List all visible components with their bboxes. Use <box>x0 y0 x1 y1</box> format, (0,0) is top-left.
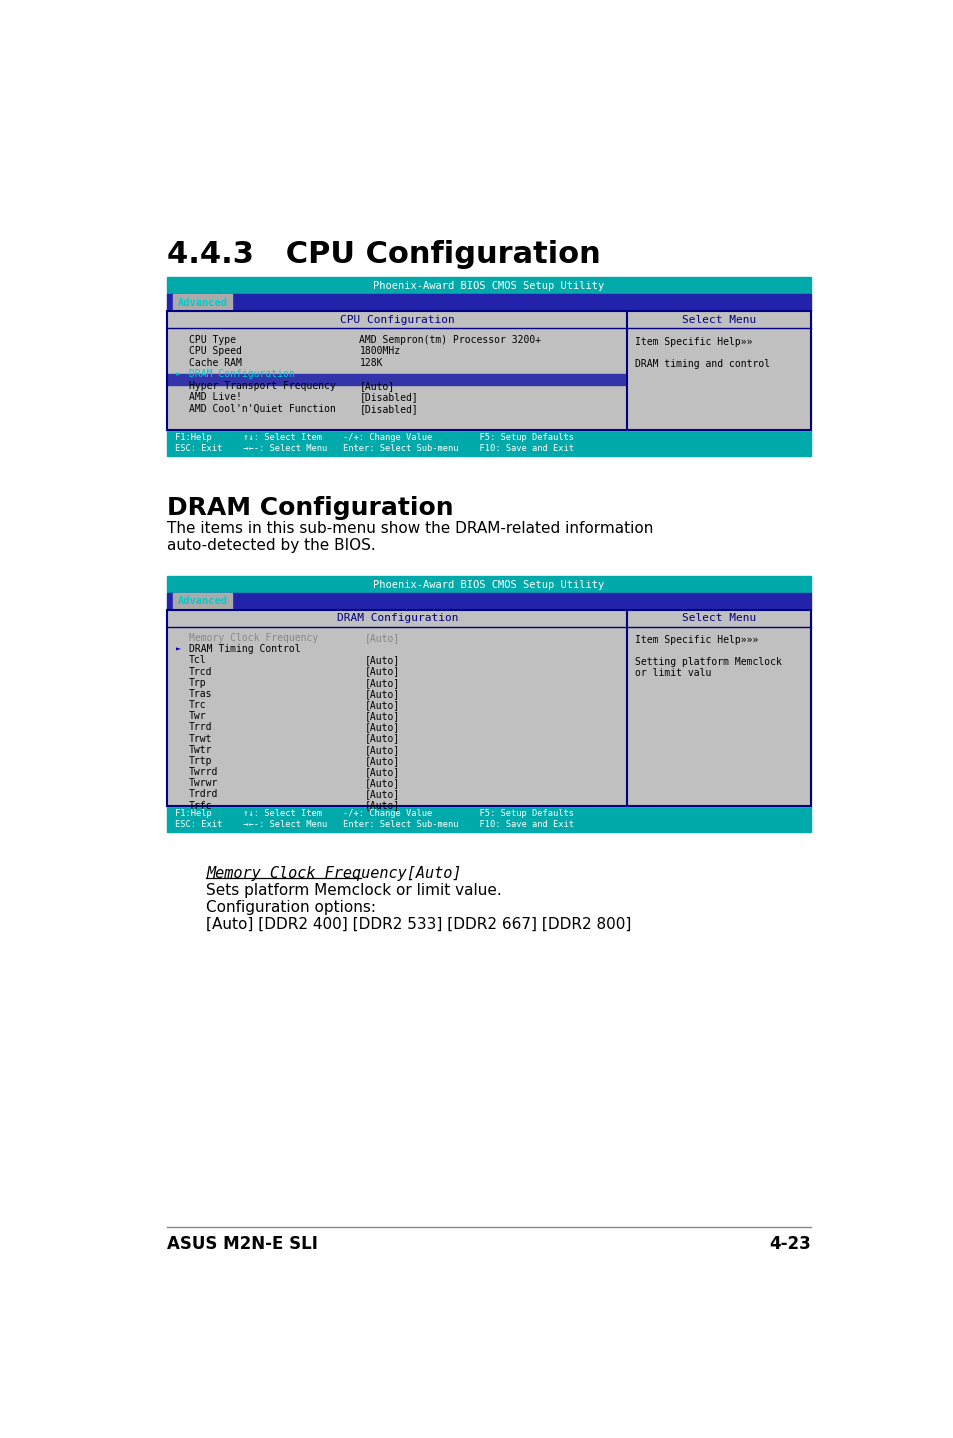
Text: F1:Help      ↑↓: Select Item    -/+: Change Value         F5: Setup Defaults: F1:Help ↑↓: Select Item -/+: Change Valu… <box>174 808 574 818</box>
Text: 128K: 128K <box>359 358 382 368</box>
Text: [Disabled]: [Disabled] <box>359 404 417 414</box>
Text: DRAM Configuration: DRAM Configuration <box>336 614 457 624</box>
Text: [Auto]: [Auto] <box>365 633 399 643</box>
Bar <box>167 805 810 831</box>
Text: [Auto] [DDR2 400] [DDR2 533] [DDR2 667] [DDR2 800]: [Auto] [DDR2 400] [DDR2 533] [DDR2 667] … <box>206 917 631 932</box>
Text: [Auto]: [Auto] <box>365 778 399 788</box>
Text: Advanced: Advanced <box>177 597 228 607</box>
Text: [Auto]: [Auto] <box>365 700 399 710</box>
Text: [Auto]: [Auto] <box>365 745 399 755</box>
Text: CPU Configuration: CPU Configuration <box>339 315 455 325</box>
Bar <box>173 295 232 311</box>
Text: Twtr: Twtr <box>189 745 213 755</box>
Text: 4-23: 4-23 <box>768 1235 810 1252</box>
Text: Sets platform Memclock or limit value.: Sets platform Memclock or limit value. <box>206 883 501 899</box>
Text: Tras: Tras <box>189 689 213 699</box>
Text: DRAM timing and control: DRAM timing and control <box>635 358 769 368</box>
Text: Phoenix-Award BIOS CMOS Setup Utility: Phoenix-Award BIOS CMOS Setup Utility <box>373 580 604 590</box>
Bar <box>167 592 810 610</box>
Text: AMD Live!: AMD Live! <box>189 393 242 403</box>
Text: Memory Clock Frequency: Memory Clock Frequency <box>189 633 318 643</box>
Text: [Auto]: [Auto] <box>365 689 399 699</box>
Text: AMD Sempron(tm) Processor 3200+: AMD Sempron(tm) Processor 3200+ <box>359 335 541 345</box>
Bar <box>168 374 626 385</box>
Text: auto-detected by the BIOS.: auto-detected by the BIOS. <box>167 538 375 552</box>
Bar <box>167 430 810 456</box>
Bar <box>167 610 810 805</box>
Text: [Auto]: [Auto] <box>359 381 395 391</box>
Bar <box>167 311 810 430</box>
Text: CPU Type: CPU Type <box>189 335 235 345</box>
Text: Memory Clock Frequency[Auto]: Memory Clock Frequency[Auto] <box>206 866 461 881</box>
Text: Twrrd: Twrrd <box>189 766 218 777</box>
Text: The items in this sub-menu show the DRAM-related information: The items in this sub-menu show the DRAM… <box>167 521 653 535</box>
Text: or limit valu: or limit valu <box>635 667 711 677</box>
Text: Twr: Twr <box>189 712 207 722</box>
Bar <box>167 295 810 311</box>
Text: 4.4.3   CPU Configuration: 4.4.3 CPU Configuration <box>167 240 600 269</box>
Text: [Auto]: [Auto] <box>365 733 399 743</box>
Text: Configuration options:: Configuration options: <box>206 900 375 915</box>
Text: Trwt: Trwt <box>189 733 213 743</box>
Text: DRAM Configuration: DRAM Configuration <box>167 496 454 521</box>
Text: Trcd: Trcd <box>189 667 213 676</box>
Text: Select Menu: Select Menu <box>681 315 755 325</box>
Text: Trdrd: Trdrd <box>189 789 218 800</box>
Text: [Auto]: [Auto] <box>365 677 399 687</box>
Bar <box>167 278 810 295</box>
Text: Twrwr: Twrwr <box>189 778 218 788</box>
Text: [Auto]: [Auto] <box>365 789 399 800</box>
Text: [Disabled]: [Disabled] <box>359 393 417 403</box>
Text: ESC: Exit    →←-: Select Menu   Enter: Select Sub-menu    F10: Save and Exit: ESC: Exit →←-: Select Menu Enter: Select… <box>174 820 574 828</box>
Text: Item Specific Help»»: Item Specific Help»» <box>635 336 752 347</box>
Text: ►: ► <box>175 370 180 378</box>
Text: Setting platform Memclock: Setting platform Memclock <box>635 657 781 667</box>
Text: ►: ► <box>175 644 180 654</box>
Bar <box>167 577 810 592</box>
Text: ESC: Exit    →←-: Select Menu   Enter: Select Sub-menu    F10: Save and Exit: ESC: Exit →←-: Select Menu Enter: Select… <box>174 444 574 453</box>
Text: [Auto]: [Auto] <box>365 667 399 676</box>
Text: Select Menu: Select Menu <box>681 614 755 624</box>
Text: F1:Help      ↑↓: Select Item    -/+: Change Value         F5: Setup Defaults: F1:Help ↑↓: Select Item -/+: Change Valu… <box>174 433 574 441</box>
Text: Trtp: Trtp <box>189 756 213 766</box>
Text: Trrd: Trrd <box>189 722 213 732</box>
Text: [Auto]: [Auto] <box>365 722 399 732</box>
Text: [Auto]: [Auto] <box>365 801 399 811</box>
Text: DRAM Configuration: DRAM Configuration <box>189 370 294 380</box>
Text: Tcl: Tcl <box>189 656 207 666</box>
Text: Trp: Trp <box>189 677 207 687</box>
Text: Phoenix-Award BIOS CMOS Setup Utility: Phoenix-Award BIOS CMOS Setup Utility <box>373 280 604 290</box>
Text: DRAM Timing Control: DRAM Timing Control <box>189 644 300 654</box>
Text: Hyper Transport Frequency: Hyper Transport Frequency <box>189 381 335 391</box>
Text: Trc: Trc <box>189 700 207 710</box>
Text: AMD Cool'n'Quiet Function: AMD Cool'n'Quiet Function <box>189 404 335 414</box>
Text: ASUS M2N-E SLI: ASUS M2N-E SLI <box>167 1235 318 1252</box>
Text: Advanced: Advanced <box>177 298 228 308</box>
Text: CPU Speed: CPU Speed <box>189 347 242 357</box>
Text: [Auto]: [Auto] <box>365 766 399 777</box>
Text: [Auto]: [Auto] <box>365 656 399 666</box>
Text: 1800MHz: 1800MHz <box>359 347 400 357</box>
Text: Trfc: Trfc <box>189 801 213 811</box>
Text: [Auto]: [Auto] <box>365 712 399 722</box>
Bar <box>167 311 810 430</box>
Text: Cache RAM: Cache RAM <box>189 358 242 368</box>
Bar <box>167 610 810 805</box>
Text: Item Specific Help»»»: Item Specific Help»»» <box>635 636 758 646</box>
Text: [Auto]: [Auto] <box>365 756 399 766</box>
Bar <box>173 592 232 610</box>
